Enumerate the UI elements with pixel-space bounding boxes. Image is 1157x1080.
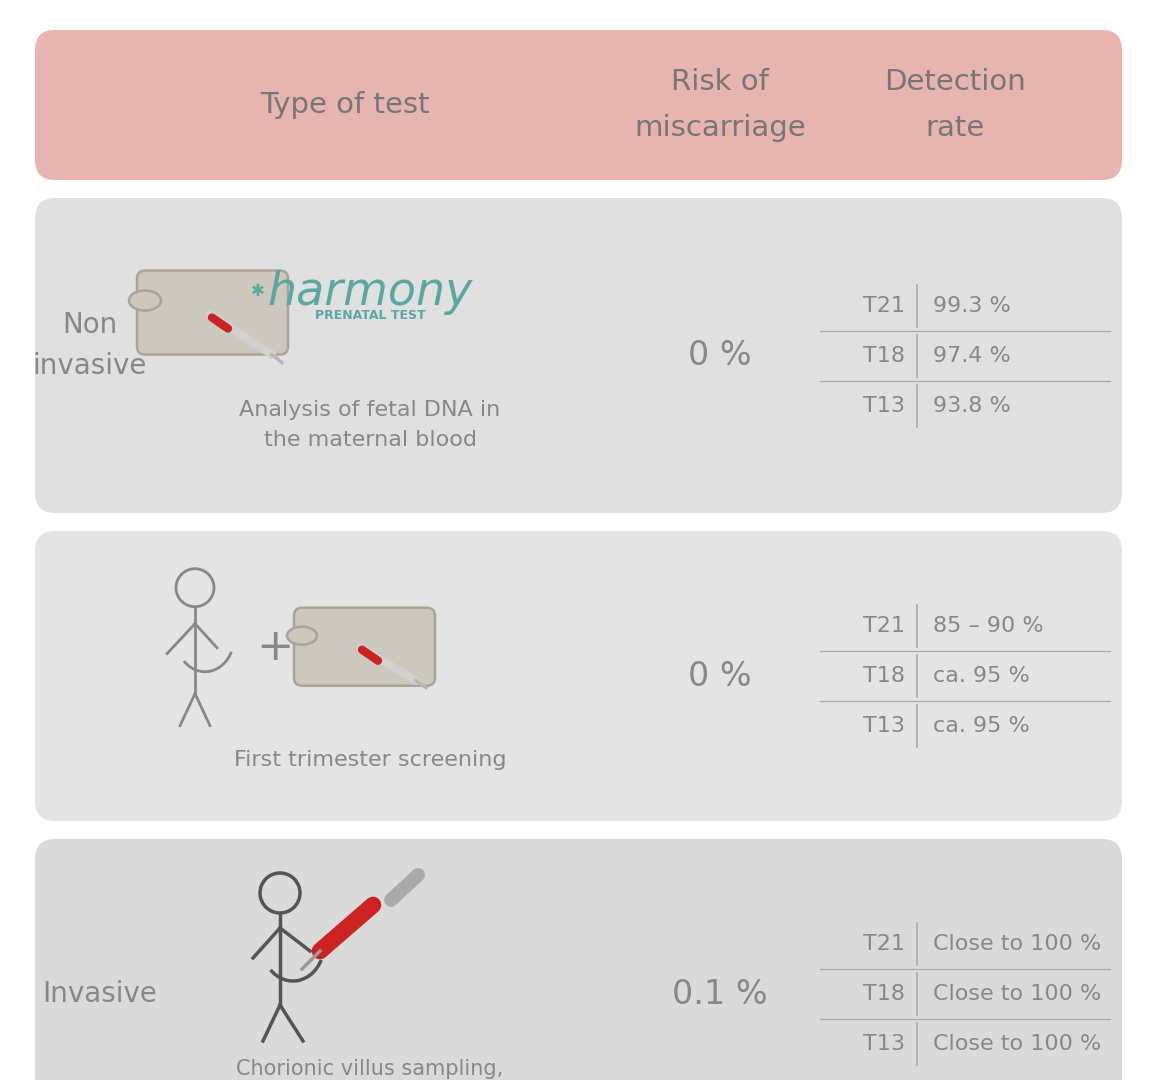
Text: T18: T18 xyxy=(863,666,905,686)
Text: Close to 100 %: Close to 100 % xyxy=(933,984,1101,1004)
Text: T13: T13 xyxy=(863,1034,905,1054)
Text: ✱: ✱ xyxy=(251,282,265,299)
Text: T13: T13 xyxy=(863,716,905,735)
Text: Invasive: Invasive xyxy=(43,980,157,1008)
FancyBboxPatch shape xyxy=(137,271,288,354)
FancyBboxPatch shape xyxy=(35,531,1122,821)
Ellipse shape xyxy=(128,291,161,311)
Text: 93.8 %: 93.8 % xyxy=(933,395,1011,416)
Text: Risk of
miscarriage: Risk of miscarriage xyxy=(634,68,805,141)
FancyBboxPatch shape xyxy=(35,30,1122,180)
Text: 0.1 %: 0.1 % xyxy=(672,977,768,1011)
Text: ca. 95 %: ca. 95 % xyxy=(933,716,1030,735)
Text: T21: T21 xyxy=(863,934,905,954)
FancyBboxPatch shape xyxy=(294,608,435,686)
Text: T13: T13 xyxy=(863,395,905,416)
Ellipse shape xyxy=(287,626,317,645)
Text: 0 %: 0 % xyxy=(688,339,752,372)
Text: Non
invasive: Non invasive xyxy=(32,311,147,380)
Text: Detection
rate: Detection rate xyxy=(884,68,1026,141)
Text: T21: T21 xyxy=(863,616,905,636)
Text: 99.3 %: 99.3 % xyxy=(933,296,1011,315)
Text: T18: T18 xyxy=(863,346,905,365)
FancyBboxPatch shape xyxy=(35,198,1122,513)
Text: Type of test: Type of test xyxy=(260,91,429,119)
Text: Chorionic villus sampling,
amniocentesis: Chorionic villus sampling, amniocentesis xyxy=(236,1059,503,1080)
Text: First trimester screening: First trimester screening xyxy=(234,751,507,770)
Text: Analysis of fetal DNA in
the maternal blood: Analysis of fetal DNA in the maternal bl… xyxy=(239,400,501,449)
Text: 0 %: 0 % xyxy=(688,660,752,692)
Text: Close to 100 %: Close to 100 % xyxy=(933,934,1101,954)
Text: T21: T21 xyxy=(863,296,905,315)
Text: +: + xyxy=(257,626,294,670)
FancyBboxPatch shape xyxy=(35,839,1122,1080)
Text: harmony: harmony xyxy=(267,270,472,315)
Text: 97.4 %: 97.4 % xyxy=(933,346,1011,365)
Text: Close to 100 %: Close to 100 % xyxy=(933,1034,1101,1054)
Text: ca. 95 %: ca. 95 % xyxy=(933,666,1030,686)
Text: T18: T18 xyxy=(863,984,905,1004)
Text: 85 – 90 %: 85 – 90 % xyxy=(933,616,1044,636)
Text: PRENATAL TEST: PRENATAL TEST xyxy=(315,309,426,322)
